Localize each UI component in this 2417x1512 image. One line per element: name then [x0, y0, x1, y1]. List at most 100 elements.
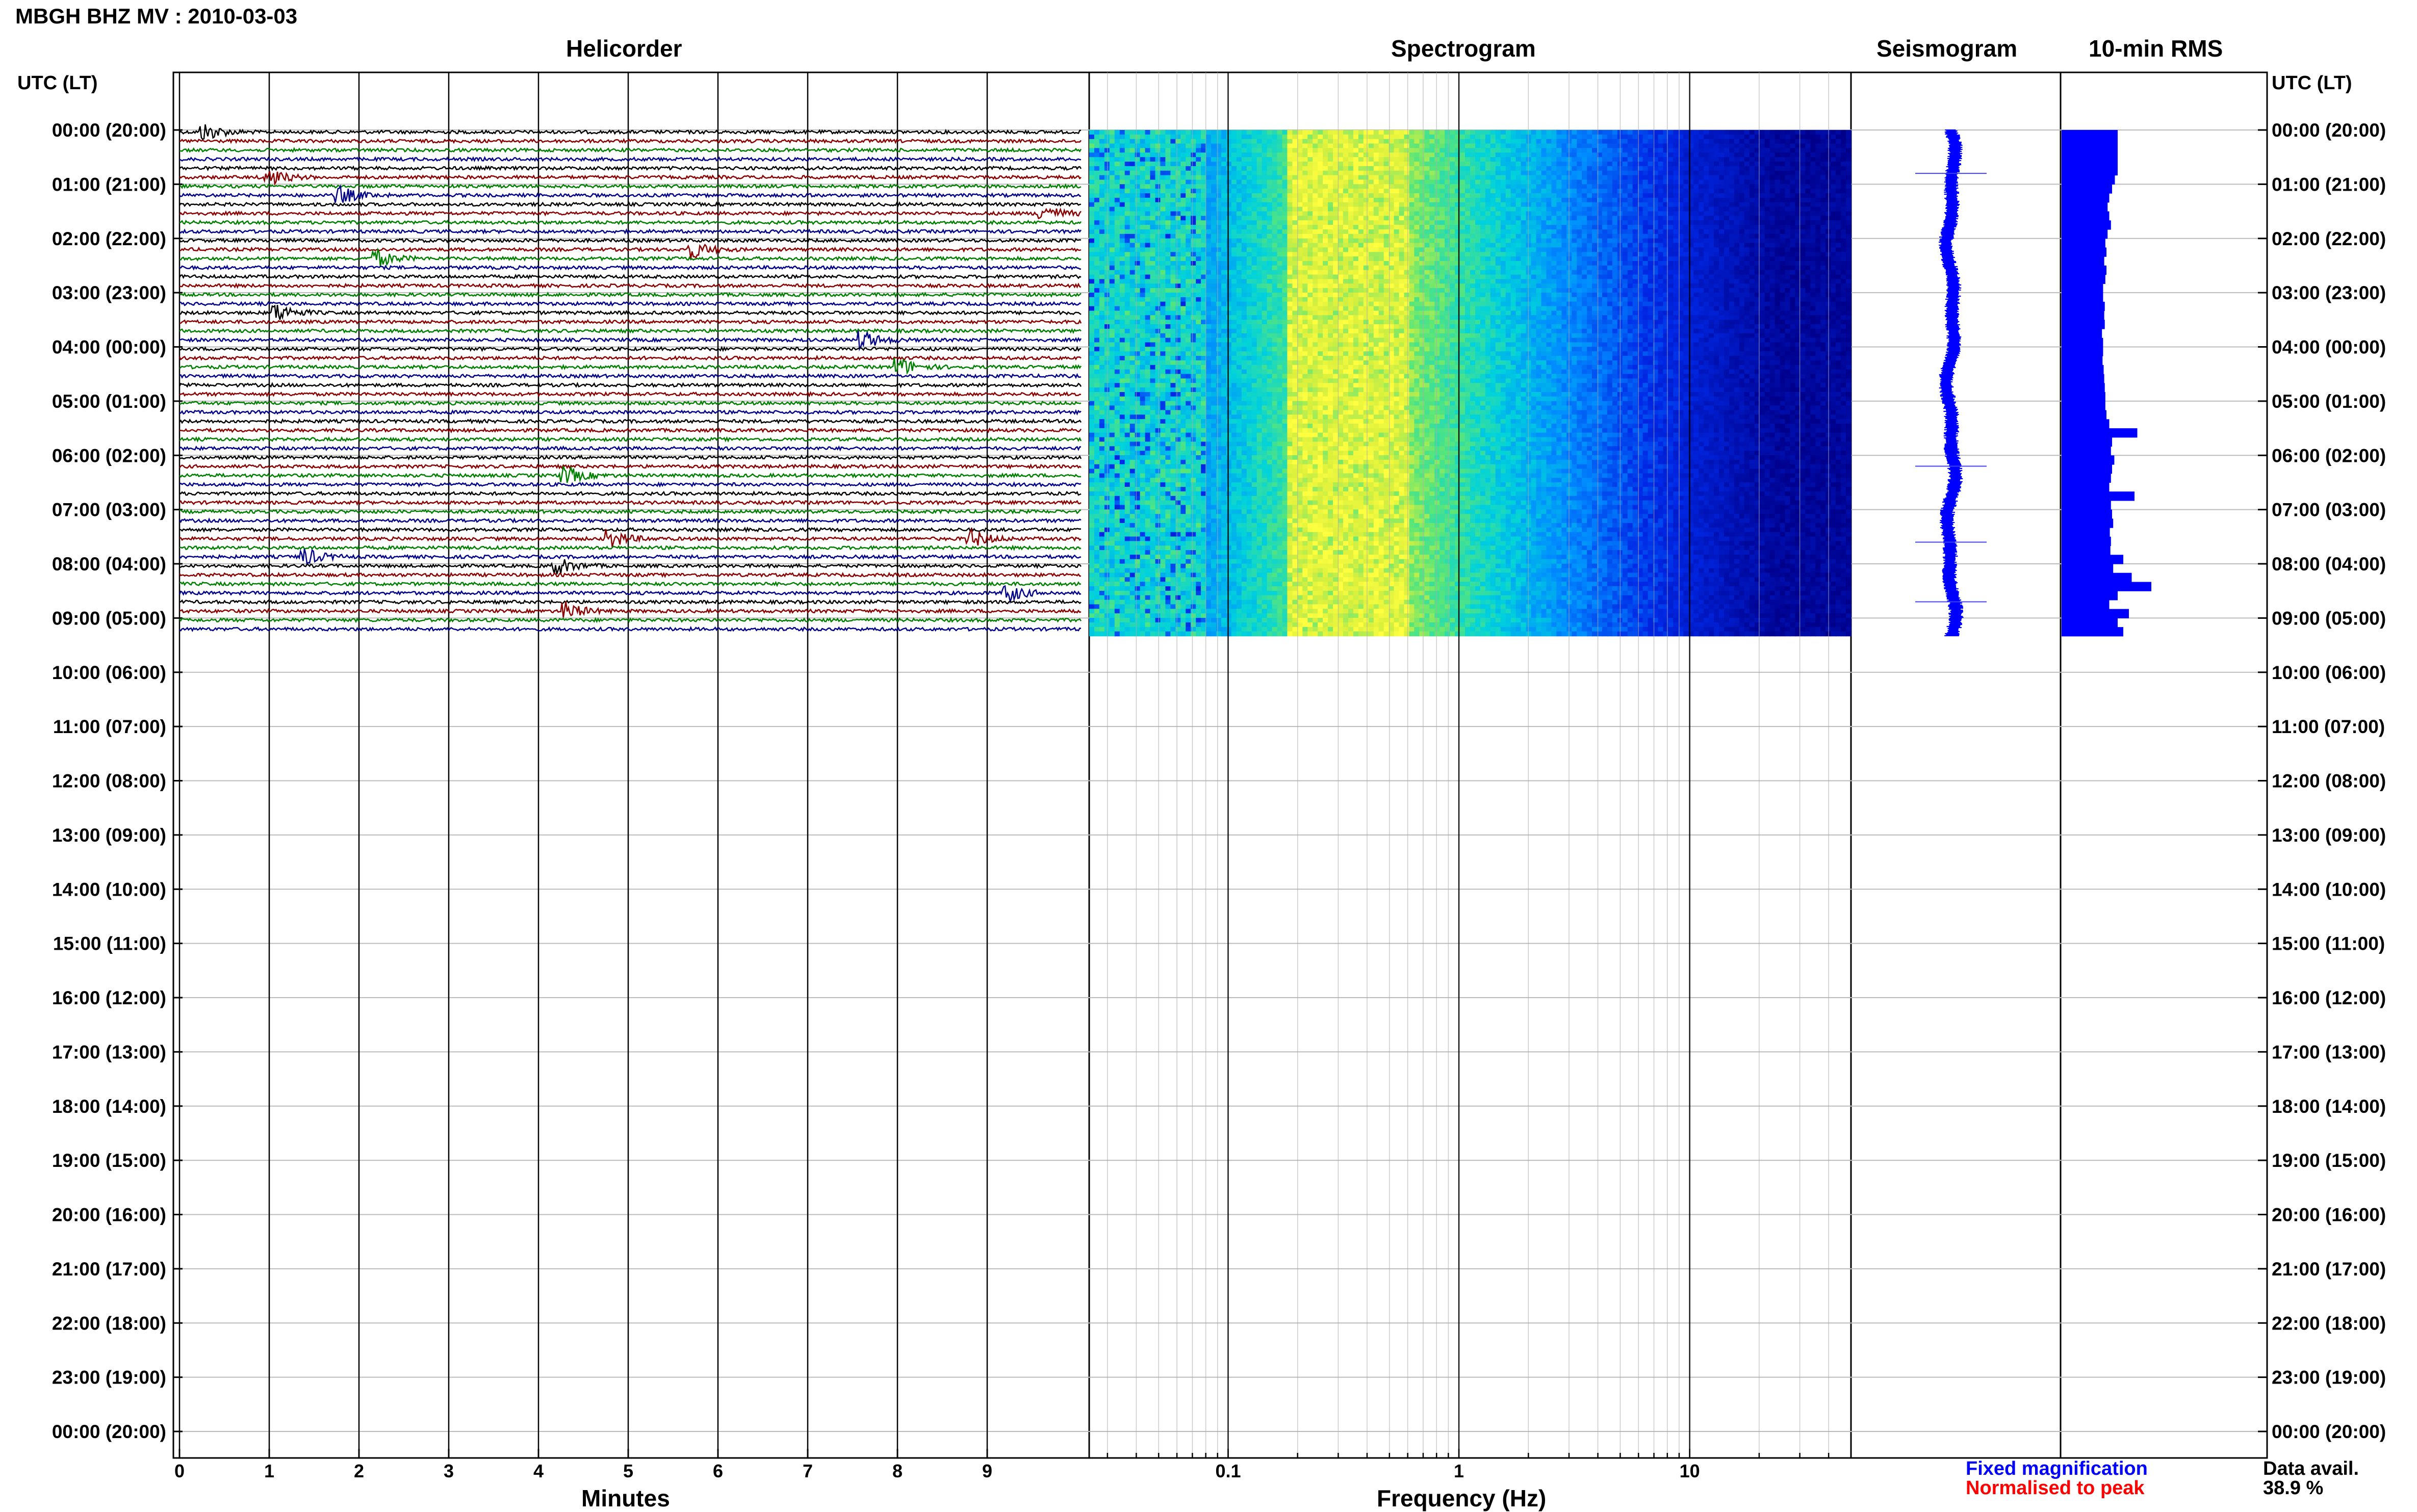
- right-time-label: 07:00 (03:00): [2272, 500, 2386, 520]
- right-time-label: 02:00 (22:00): [2272, 228, 2386, 249]
- helicorder-trace: [179, 375, 1081, 378]
- rms-bar: [2062, 392, 2105, 401]
- helicorder-trace: [179, 203, 1081, 206]
- rms-bar: [2062, 283, 2103, 293]
- helicorder-trace: [179, 302, 1081, 305]
- helicorder-trace: [179, 208, 1081, 218]
- right-time-label: 16:00 (12:00): [2272, 987, 2386, 1008]
- helicorder-trace: [179, 230, 1081, 233]
- rms-bar: [2062, 157, 2118, 166]
- rms-bar: [2062, 239, 2105, 248]
- rms-bar: [2062, 410, 2106, 420]
- helicorder-trace: [179, 185, 1081, 188]
- helicorder-trace: [179, 465, 1081, 468]
- left-time-label: 22:00 (18:00): [52, 1313, 166, 1334]
- helicorder-trace: [179, 186, 1081, 203]
- rms-bar: [2062, 320, 2105, 329]
- rms-bar: [2062, 356, 2102, 365]
- rms-bar: [2062, 248, 2106, 257]
- rms-bar: [2062, 383, 2105, 392]
- right-time-label: 11:00 (07:00): [2272, 716, 2385, 737]
- helicorder-trace: [179, 356, 1081, 359]
- frequency-tick-label: 10: [1680, 1461, 1700, 1481]
- rms-bar: [2062, 627, 2123, 636]
- rms-bar: [2062, 302, 2105, 311]
- rms-bar: [2062, 464, 2112, 474]
- helicorder-trace: [179, 420, 1081, 423]
- helicorder-trace: [179, 402, 1081, 405]
- helicorder-trace: [179, 245, 1081, 259]
- left-time-label: 08:00 (04:00): [52, 554, 166, 575]
- helicorder-trace: [179, 393, 1081, 396]
- left-time-label: 13:00 (09:00): [52, 825, 166, 846]
- rms-bar: [2062, 528, 2110, 537]
- helicorder-trace: [179, 618, 1081, 621]
- rms-bar: [2062, 609, 2129, 618]
- rms-bar: [2062, 256, 2104, 266]
- left-time-label: 18:00 (14:00): [52, 1096, 166, 1117]
- helicorder-trace: [179, 438, 1081, 441]
- helicorder-trace: [179, 320, 1081, 323]
- helicorder-trace: [179, 293, 1081, 296]
- helicorder-trace: [179, 456, 1081, 459]
- rms-bar: [2062, 266, 2106, 275]
- rms-bar: [2062, 582, 2151, 591]
- left-time-label: 03:00 (23:00): [52, 282, 166, 303]
- right-time-label: 05:00 (01:00): [2272, 391, 2386, 412]
- minute-tick-label: 8: [892, 1461, 903, 1481]
- helicorder-trace: [179, 628, 1081, 631]
- rms-bar: [2062, 510, 2112, 519]
- rms-bar: [2062, 229, 2107, 239]
- helicorder-trace: [179, 549, 1081, 564]
- minute-tick-label: 5: [623, 1461, 633, 1481]
- left-time-label: 10:00 (06:00): [52, 662, 166, 683]
- helicorder-trace: [179, 529, 1081, 547]
- helicorder-trace: [179, 250, 1081, 267]
- helicorder-trace: [179, 466, 1081, 483]
- rms-bar: [2062, 193, 2110, 202]
- helicorder-trace: [179, 358, 1081, 373]
- helicorder-trace: [179, 266, 1081, 269]
- helicorder-trace: [179, 483, 1081, 486]
- helicorder-trace: [179, 601, 1081, 604]
- left-time-label: 14:00 (10:00): [52, 879, 166, 900]
- helicorder-trace: [179, 221, 1081, 224]
- right-time-label: 17:00 (13:00): [2272, 1041, 2386, 1062]
- left-time-label: 02:00 (22:00): [52, 228, 166, 249]
- rms-bar: [2062, 573, 2132, 582]
- left-time-label: 05:00 (01:00): [52, 391, 166, 412]
- right-time-label: 14:00 (10:00): [2272, 879, 2386, 900]
- rms-bar: [2062, 474, 2111, 483]
- rms-bar: [2062, 419, 2110, 428]
- helicorder-trace: [179, 429, 1081, 432]
- rms-bar: [2062, 455, 2114, 464]
- right-time-label: 03:00 (23:00): [2272, 282, 2386, 303]
- right-time-label: 09:00 (05:00): [2272, 608, 2386, 629]
- left-time-label: 15:00 (11:00): [53, 933, 166, 954]
- left-time-label: 00:00 (20:00): [52, 120, 166, 141]
- frequency-tick-label: 0.1: [1215, 1461, 1241, 1481]
- helicorder-trace: [179, 124, 1081, 139]
- helicorder-trace: [179, 519, 1081, 522]
- rms-bar: [2062, 311, 2104, 320]
- left-time-label: 09:00 (05:00): [52, 608, 166, 629]
- rms-bar: [2062, 564, 2113, 573]
- left-time-label: 20:00 (16:00): [52, 1205, 166, 1226]
- rms-bar: [2062, 401, 2105, 410]
- left-time-label: 04:00 (00:00): [52, 337, 166, 358]
- minute-tick-label: 0: [174, 1461, 185, 1481]
- rms-bar: [2062, 546, 2111, 555]
- rms-bar: [2062, 501, 2111, 510]
- helicorder-trace: [179, 492, 1081, 495]
- helicorder-trace: [179, 140, 1081, 143]
- helicorder-trace: [179, 158, 1081, 161]
- rms-bar: [2062, 347, 2103, 356]
- helicorder-trace: [179, 410, 1081, 413]
- rms-bar: [2062, 184, 2112, 193]
- left-time-label: 07:00 (03:00): [52, 500, 166, 520]
- rms-bar: [2062, 212, 2110, 221]
- left-time-label: 23:00 (19:00): [52, 1367, 166, 1388]
- rms-bar: [2062, 437, 2112, 447]
- rms-bar: [2062, 537, 2111, 546]
